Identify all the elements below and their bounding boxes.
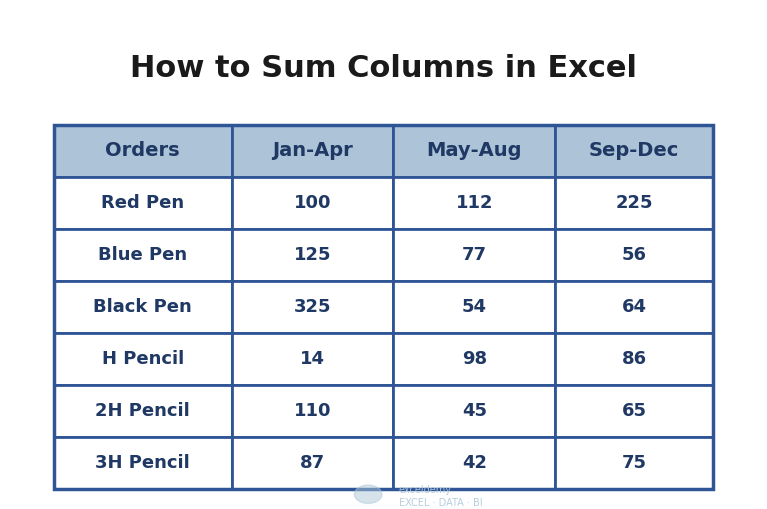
- Text: 14: 14: [300, 350, 325, 367]
- Bar: [232, 177, 393, 229]
- Bar: [555, 229, 713, 280]
- Text: 112: 112: [456, 194, 493, 212]
- Text: 77: 77: [462, 246, 487, 264]
- Bar: [54, 229, 232, 280]
- Text: exceldemy
EXCEL · DATA · BI: exceldemy EXCEL · DATA · BI: [399, 485, 482, 508]
- Bar: [555, 125, 713, 177]
- Text: Red Pen: Red Pen: [101, 194, 184, 212]
- Bar: [393, 125, 555, 177]
- Bar: [555, 385, 713, 437]
- Bar: [393, 177, 555, 229]
- Bar: [555, 280, 713, 333]
- Text: 86: 86: [621, 350, 647, 367]
- Text: How to Sum Columns in Excel: How to Sum Columns in Excel: [130, 54, 637, 83]
- Text: 42: 42: [462, 454, 487, 472]
- Text: 75: 75: [622, 454, 647, 472]
- Bar: [54, 125, 232, 177]
- Bar: [393, 437, 555, 489]
- Text: Orders: Orders: [105, 141, 180, 160]
- Text: 100: 100: [294, 194, 331, 212]
- Text: Blue Pen: Blue Pen: [98, 246, 187, 264]
- Text: 87: 87: [300, 454, 325, 472]
- Text: 45: 45: [462, 402, 487, 419]
- Text: May-Aug: May-Aug: [426, 141, 522, 160]
- Bar: [232, 333, 393, 385]
- Bar: [555, 333, 713, 385]
- Bar: [393, 385, 555, 437]
- Bar: [54, 385, 232, 437]
- Text: 225: 225: [615, 194, 653, 212]
- Text: H Pencil: H Pencil: [101, 350, 184, 367]
- Text: 325: 325: [294, 298, 331, 316]
- Bar: [232, 229, 393, 280]
- Bar: [54, 333, 232, 385]
- Text: 110: 110: [294, 402, 331, 419]
- Bar: [393, 229, 555, 280]
- Bar: [54, 177, 232, 229]
- Bar: [232, 125, 393, 177]
- Text: 125: 125: [294, 246, 331, 264]
- Text: Sep-Dec: Sep-Dec: [589, 141, 680, 160]
- Circle shape: [354, 485, 382, 503]
- Bar: [232, 437, 393, 489]
- Text: 64: 64: [622, 298, 647, 316]
- Text: Black Pen: Black Pen: [94, 298, 192, 316]
- Text: 65: 65: [622, 402, 647, 419]
- Text: 98: 98: [462, 350, 487, 367]
- Text: 3H Pencil: 3H Pencil: [95, 454, 190, 472]
- Bar: [393, 280, 555, 333]
- Bar: [232, 280, 393, 333]
- Bar: [54, 437, 232, 489]
- Bar: [555, 437, 713, 489]
- Bar: [232, 385, 393, 437]
- Text: 2H Pencil: 2H Pencil: [95, 402, 190, 419]
- Text: 54: 54: [462, 298, 487, 316]
- Text: Jan-Apr: Jan-Apr: [272, 141, 353, 160]
- Bar: [555, 177, 713, 229]
- Bar: [54, 280, 232, 333]
- Bar: [393, 333, 555, 385]
- Text: 56: 56: [622, 246, 647, 264]
